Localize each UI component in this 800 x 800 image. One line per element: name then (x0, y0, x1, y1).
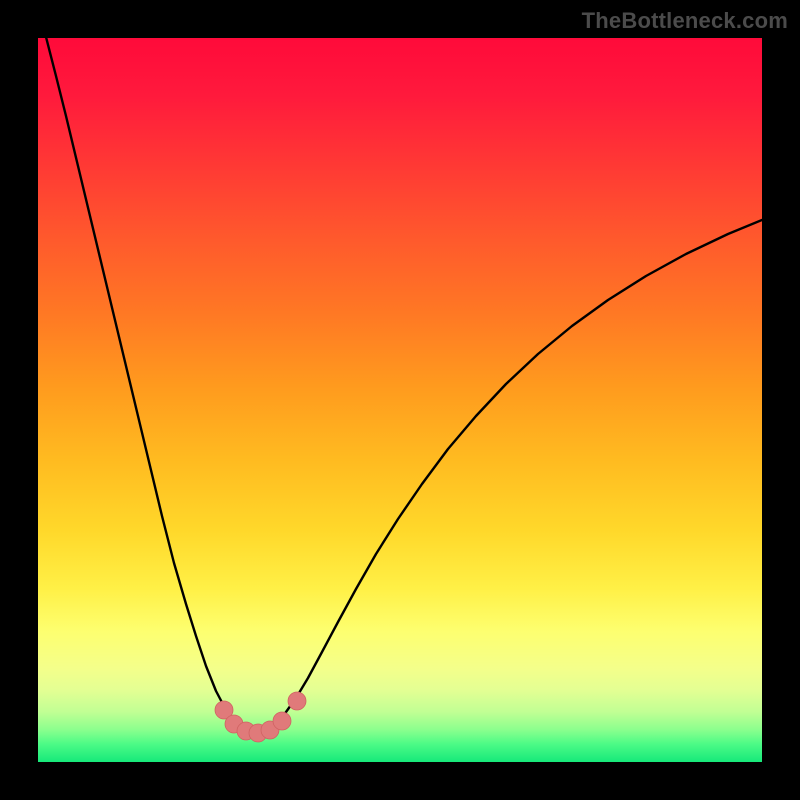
minimum-markers (215, 692, 306, 742)
bottleneck-curve (38, 38, 762, 732)
marker-dot (273, 712, 291, 730)
marker-dot (288, 692, 306, 710)
watermark-text: TheBottleneck.com (582, 8, 788, 34)
curve-layer (38, 38, 762, 762)
chart-stage: TheBottleneck.com (0, 0, 800, 800)
plot-area (38, 38, 762, 762)
